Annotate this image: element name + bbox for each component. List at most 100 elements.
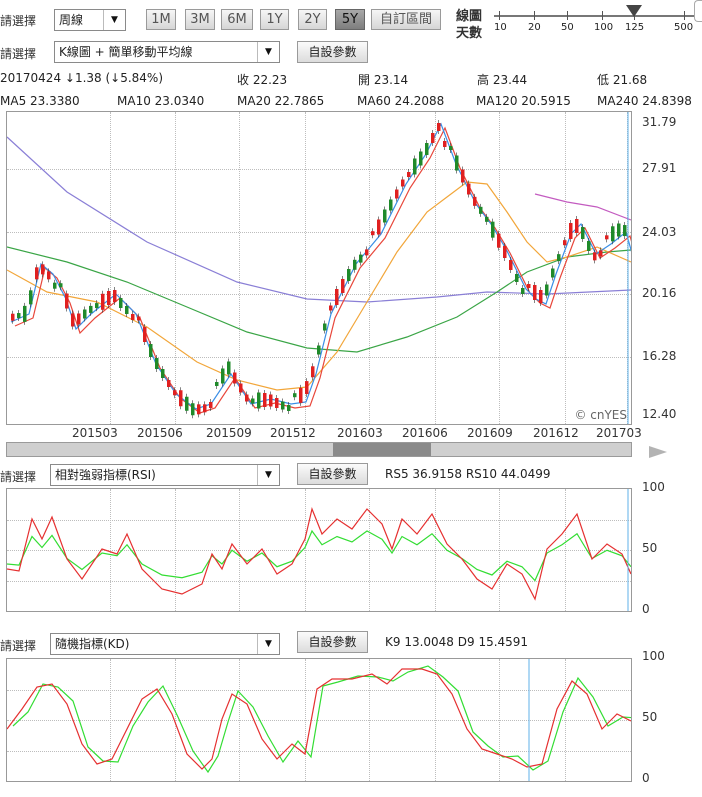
rsi-plot [7, 489, 631, 611]
candle [623, 225, 627, 237]
y-tick: 20.16 [642, 286, 677, 300]
ma60-legend: MA60 24.2088 [357, 94, 445, 108]
candle [455, 155, 459, 171]
candle [365, 249, 369, 256]
timeline-scrollbar[interactable] [6, 442, 632, 457]
slider-tick-label: 10 [494, 22, 507, 33]
custom-params-button[interactable]: 自設參數 [297, 41, 368, 63]
k9-line [7, 668, 631, 770]
candle [287, 405, 291, 411]
candle [107, 291, 111, 305]
candle [575, 219, 579, 233]
slider-tick [684, 11, 685, 20]
quote-open: 開 23.14 [358, 73, 409, 87]
candle [41, 264, 45, 275]
candle [281, 401, 285, 410]
rsi-select-value: 相對強弱指標(RSI) [55, 468, 156, 482]
candle [425, 143, 429, 155]
candle [155, 358, 159, 369]
settings-icon[interactable] [694, 0, 702, 22]
period-button-3m[interactable]: 3M [185, 9, 215, 30]
slider-tick-label: 500 [674, 22, 694, 33]
candle [443, 141, 447, 147]
candle [209, 402, 213, 408]
candle [527, 284, 531, 288]
period-button-2y[interactable]: 2Y [298, 9, 327, 30]
slider-handle[interactable] [626, 5, 642, 17]
x-tick: 201512 [270, 426, 316, 440]
slider-track [494, 15, 694, 17]
line-days-slider[interactable]: 10 20 50 100 125 500 [494, 5, 694, 37]
candle [329, 305, 333, 311]
grid-line [499, 112, 500, 424]
select-label: 請選擇 [0, 14, 37, 28]
slider-tick [602, 11, 603, 20]
rsi-custom-params-button[interactable]: 自設參數 [297, 463, 368, 485]
scrollbar-thumb[interactable] [333, 443, 431, 456]
indicator-select[interactable]: K線圖 + 簡單移動平均線 ▼ [54, 41, 280, 63]
candle [221, 368, 225, 384]
scroll-right-icon[interactable] [649, 446, 667, 458]
candle [113, 290, 117, 302]
kd-chart[interactable] [6, 658, 632, 782]
custom-range-button[interactable]: 自訂區間 [371, 9, 441, 30]
kd-values: K9 13.0048 D9 15.4591 [385, 635, 529, 649]
kd-indicator-select[interactable]: 隨機指標(KD) ▼ [50, 633, 280, 655]
candle [347, 269, 351, 281]
candle [137, 316, 141, 321]
y-tick: 100 [642, 649, 665, 663]
slider-tick [499, 11, 500, 20]
candle [521, 288, 525, 294]
candle [395, 189, 399, 199]
candle [341, 279, 345, 293]
ma10-legend: MA10 23.0340 [117, 94, 205, 108]
ma20-legend: MA20 22.7865 [237, 94, 325, 108]
candle [119, 298, 123, 308]
candle [383, 209, 387, 223]
candle [203, 404, 207, 413]
line-days-label-2: 天數 [456, 26, 483, 41]
grid-line [7, 690, 631, 691]
price-chart[interactable]: © cnYES [6, 111, 632, 425]
period-button-1m[interactable]: 1M [146, 9, 176, 30]
slider-tick-label: 100 [594, 22, 614, 33]
kd-custom-params-button[interactable]: 自設參數 [297, 631, 368, 653]
rsi-indicator-select[interactable]: 相對強弱指標(RSI) ▼ [50, 464, 280, 486]
candle [569, 223, 573, 239]
candle [587, 241, 591, 251]
candle [257, 392, 261, 409]
chevron-down-icon: ▼ [103, 10, 125, 30]
y-tick: 16.28 [642, 349, 677, 363]
period-button-6m[interactable]: 6M [221, 9, 253, 30]
watermark: © cnYES [574, 408, 627, 422]
chevron-down-icon: ▼ [257, 465, 279, 485]
candle [71, 313, 75, 327]
x-tick: 201603 [337, 426, 383, 440]
candle [413, 158, 417, 175]
grid-line [7, 232, 631, 233]
candle [251, 398, 255, 404]
candle [539, 290, 543, 303]
candle [233, 372, 237, 384]
rsi-chart[interactable] [6, 488, 632, 612]
candle [143, 327, 147, 342]
x-tick: 201609 [467, 426, 513, 440]
candle [359, 254, 363, 263]
y-tick: 50 [642, 541, 658, 555]
candle [275, 398, 279, 408]
chevron-down-icon: ▼ [257, 634, 279, 654]
candle [509, 260, 513, 270]
ma20-line [7, 181, 631, 391]
candle [269, 394, 273, 407]
x-tick: 201509 [206, 426, 252, 440]
candle [299, 387, 303, 403]
period-button-1y[interactable]: 1Y [260, 9, 289, 30]
y-tick: 0 [642, 771, 650, 785]
ma240-legend: MA240 24.8398 [597, 94, 692, 108]
candle [407, 172, 411, 177]
candle [551, 268, 555, 278]
period-button-5y[interactable]: 5Y [335, 9, 365, 30]
candle [125, 306, 129, 314]
candle [101, 293, 105, 310]
period-select[interactable]: 周線 ▼ [54, 9, 126, 31]
